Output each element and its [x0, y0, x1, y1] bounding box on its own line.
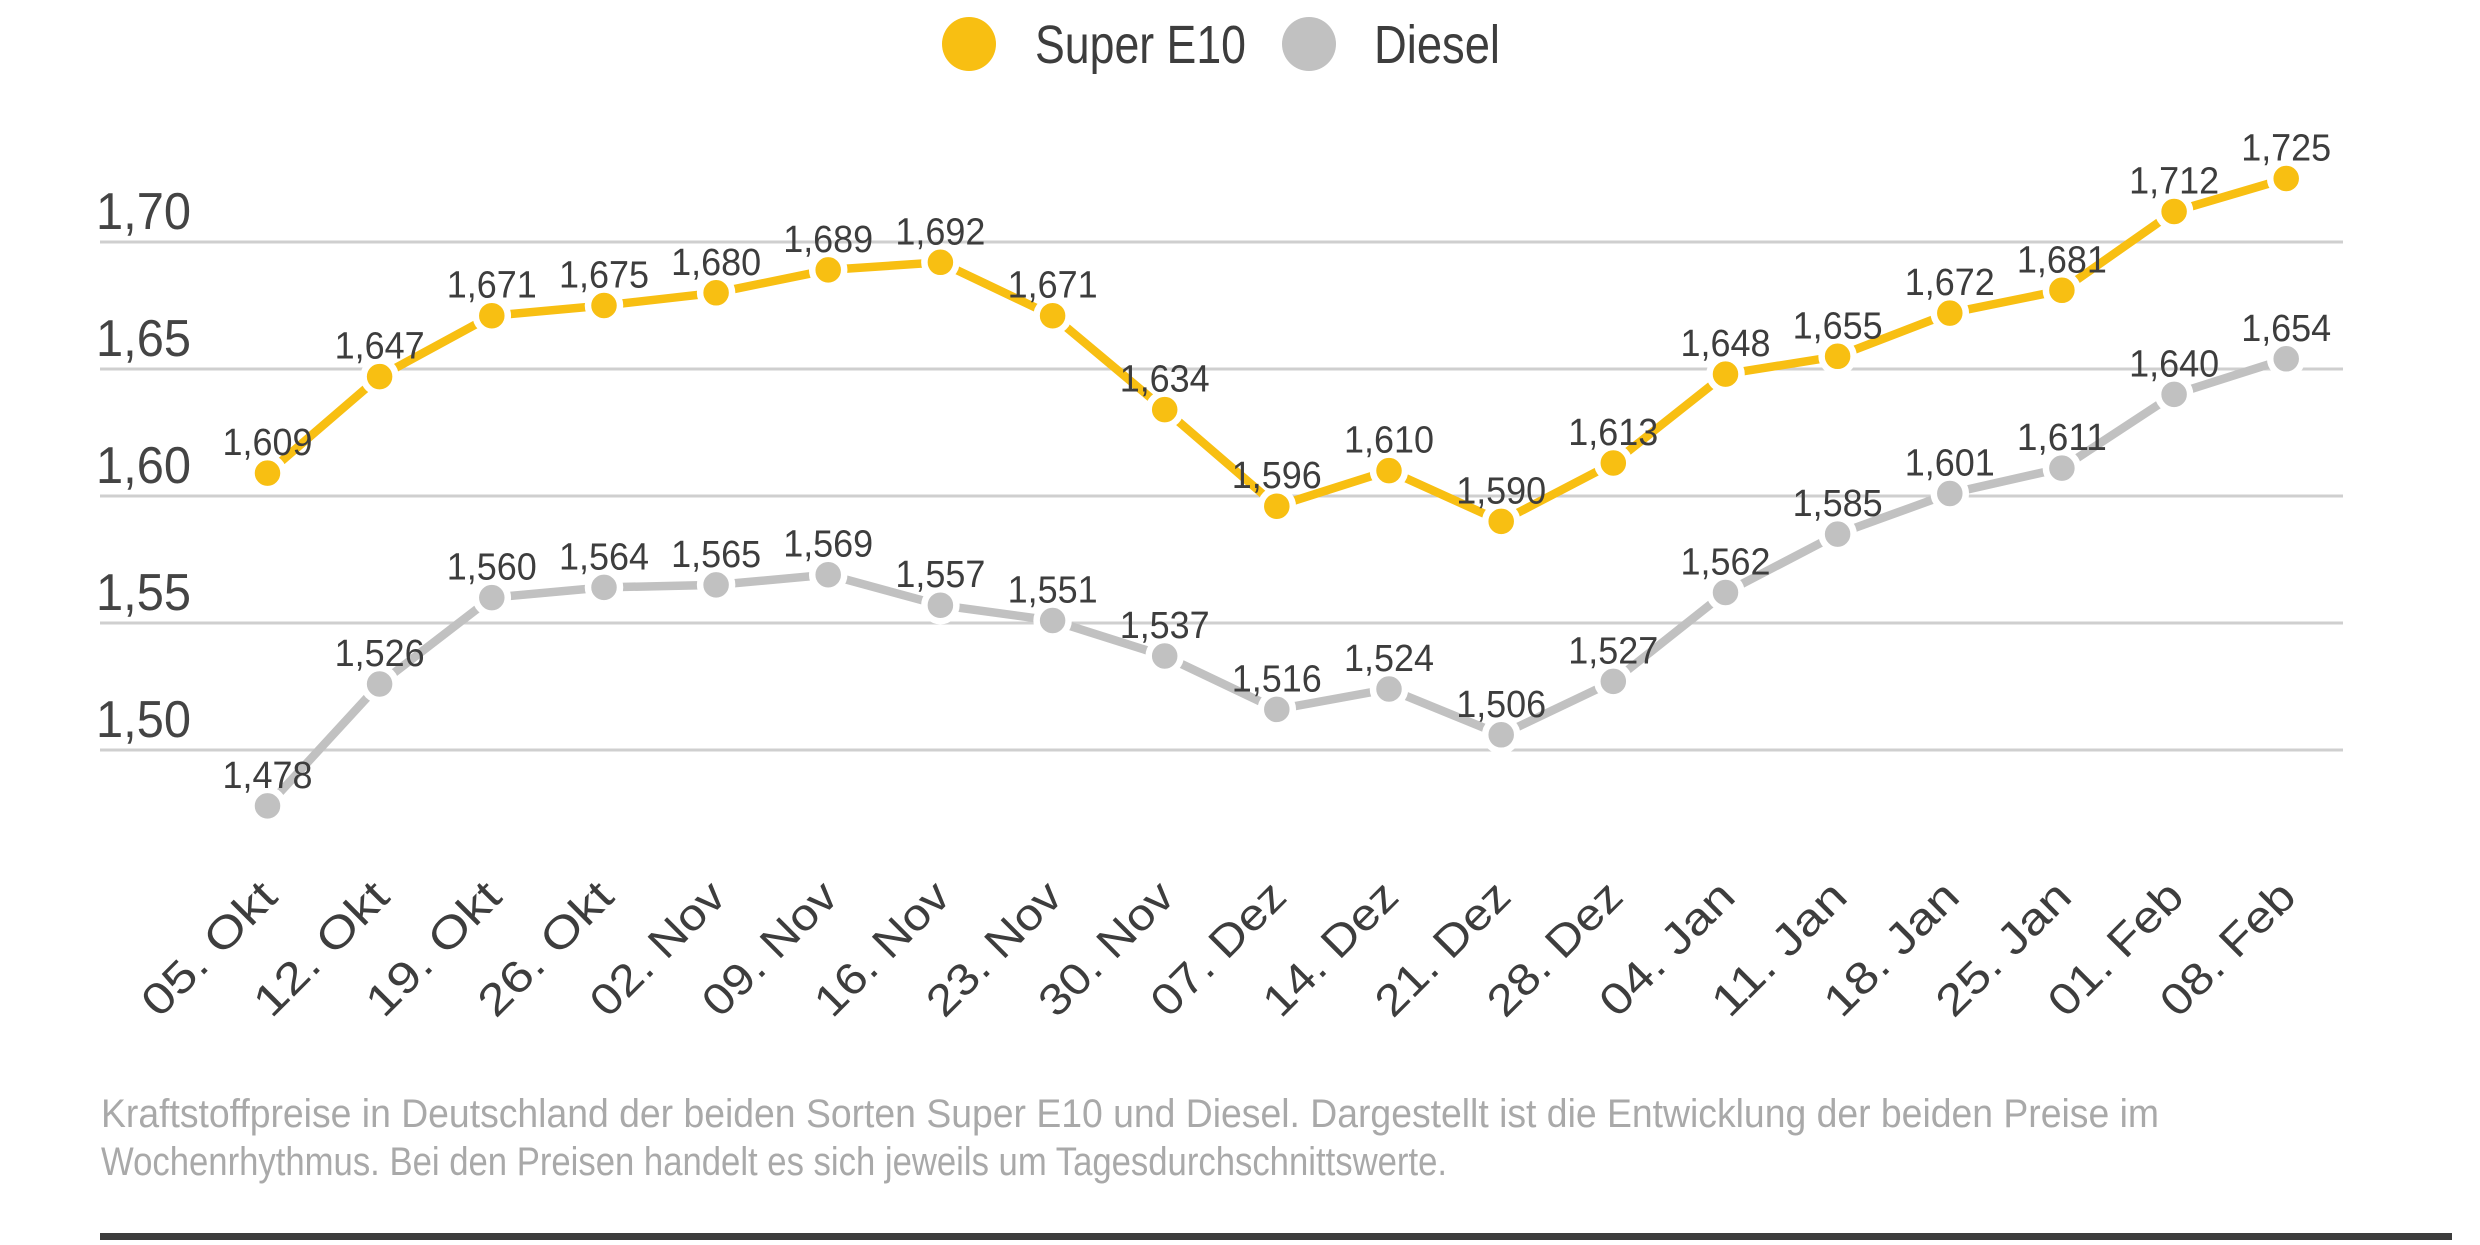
svg-text:1,712: 1,712: [2129, 161, 2219, 203]
svg-text:1,610: 1,610: [1344, 420, 1434, 462]
svg-text:Diesel: Diesel: [1374, 15, 1500, 75]
svg-text:Wochenrhythmus. Bei den Preise: Wochenrhythmus. Bei den Preisen handelt …: [101, 1140, 1447, 1184]
svg-text:1,70: 1,70: [96, 183, 191, 241]
svg-text:1,692: 1,692: [895, 211, 985, 253]
svg-text:1,527: 1,527: [1568, 630, 1658, 672]
svg-text:1,551: 1,551: [1008, 570, 1098, 612]
svg-text:1,654: 1,654: [2241, 308, 2331, 350]
svg-text:1,569: 1,569: [783, 524, 873, 566]
svg-text:1,675: 1,675: [559, 255, 649, 297]
svg-text:1,565: 1,565: [671, 534, 761, 576]
svg-text:1,506: 1,506: [1456, 684, 1546, 726]
svg-text:1,65: 1,65: [96, 310, 191, 368]
svg-text:1,672: 1,672: [1905, 262, 1995, 304]
svg-text:Super E10: Super E10: [1035, 15, 1246, 75]
svg-text:1,634: 1,634: [1120, 359, 1210, 401]
svg-text:1,537: 1,537: [1120, 605, 1210, 647]
svg-text:1,50: 1,50: [96, 691, 191, 749]
svg-text:1,681: 1,681: [2017, 239, 2107, 281]
svg-text:1,689: 1,689: [783, 219, 873, 261]
svg-text:1,725: 1,725: [2241, 128, 2331, 170]
svg-text:1,585: 1,585: [1793, 483, 1883, 525]
svg-text:1,655: 1,655: [1793, 305, 1883, 347]
svg-text:1,648: 1,648: [1681, 323, 1771, 365]
svg-text:1,609: 1,609: [223, 422, 313, 464]
svg-text:1,557: 1,557: [895, 554, 985, 596]
svg-text:1,478: 1,478: [223, 755, 313, 797]
svg-text:1,671: 1,671: [447, 265, 537, 307]
svg-text:1,596: 1,596: [1232, 455, 1322, 497]
svg-text:1,613: 1,613: [1568, 412, 1658, 454]
svg-text:1,55: 1,55: [96, 564, 191, 622]
svg-text:Kraftstoffpreise in Deutschlan: Kraftstoffpreise in Deutschland der beid…: [101, 1092, 2159, 1136]
svg-text:1,526: 1,526: [335, 633, 425, 675]
svg-text:1,560: 1,560: [447, 547, 537, 589]
svg-text:1,562: 1,562: [1681, 542, 1771, 584]
svg-text:1,671: 1,671: [1008, 265, 1098, 307]
svg-text:1,601: 1,601: [1905, 443, 1995, 485]
svg-text:1,647: 1,647: [335, 326, 425, 368]
svg-text:1,590: 1,590: [1456, 470, 1546, 512]
svg-text:1,640: 1,640: [2129, 343, 2219, 385]
svg-text:1,516: 1,516: [1232, 658, 1322, 700]
svg-text:1,611: 1,611: [2017, 417, 2107, 459]
svg-text:1,680: 1,680: [671, 242, 761, 284]
svg-text:1,564: 1,564: [559, 536, 649, 578]
svg-text:1,60: 1,60: [96, 437, 191, 495]
svg-text:1,524: 1,524: [1344, 638, 1434, 680]
